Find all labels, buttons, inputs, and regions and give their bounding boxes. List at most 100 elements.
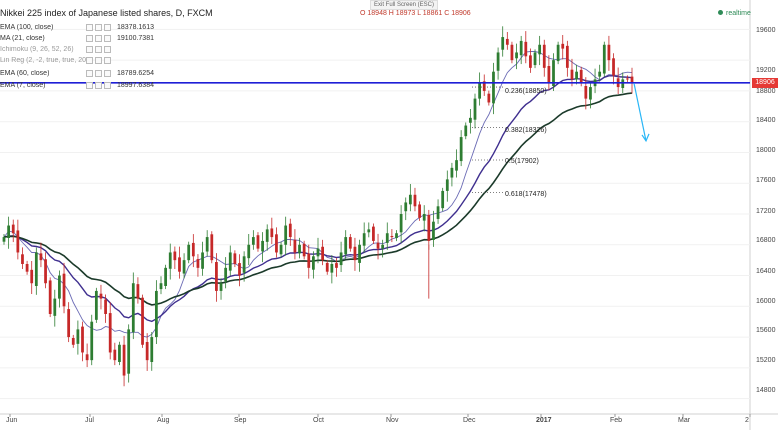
- legend-row-ichimoku[interactable]: Ichimoku (9, 26, 52, 26): [0, 44, 113, 55]
- candle-body: [625, 78, 629, 80]
- legend-label: Lin Reg (2, -2, true, true, 200, close): [0, 57, 86, 64]
- eye-icon[interactable]: [86, 70, 93, 77]
- candle-body: [168, 252, 172, 269]
- legend-row-linreg[interactable]: Lin Reg (2, -2, true, true, 200, close): [0, 55, 113, 66]
- candle-body: [547, 66, 551, 84]
- legend-row-ema100[interactable]: EMA (100, close) 18378.1613: [0, 22, 154, 33]
- candle-body: [81, 326, 84, 353]
- candle-body: [302, 243, 306, 257]
- candle-body: [570, 69, 574, 80]
- x-tick-label: Mar: [678, 417, 691, 424]
- settings-icon[interactable]: [95, 24, 102, 31]
- candle-body: [367, 229, 371, 233]
- candle-body: [607, 44, 611, 61]
- x-tick-label: Aug: [157, 417, 170, 424]
- projection-arrow-line: [633, 83, 647, 142]
- candle-body: [141, 297, 144, 345]
- close-icon[interactable]: [104, 57, 111, 64]
- legend-label: MA (21, close): [0, 35, 45, 42]
- candle-body: [478, 83, 482, 99]
- x-tick-label: 2017: [536, 417, 552, 424]
- candle-body: [265, 229, 269, 242]
- candle-body: [118, 344, 121, 362]
- candle-body: [187, 244, 191, 261]
- close-icon[interactable]: [104, 70, 111, 77]
- candle-body: [575, 71, 578, 80]
- candle-body: [598, 71, 602, 77]
- candle-body: [113, 349, 117, 361]
- fib-label-0618: 0.618(17478): [505, 191, 547, 198]
- x-tick-label: Jun: [6, 417, 18, 424]
- settings-icon[interactable]: [95, 57, 102, 64]
- close-icon[interactable]: [104, 82, 111, 89]
- candle-body: [131, 283, 135, 333]
- candle-body: [242, 256, 246, 273]
- y-tick-label: 16400: [756, 268, 776, 275]
- candle-body: [293, 239, 297, 253]
- y-tick-label: 14800: [756, 387, 776, 394]
- candle-body: [487, 93, 491, 103]
- candle-body: [251, 237, 255, 245]
- candle-body: [39, 253, 43, 261]
- candle-body: [482, 81, 486, 91]
- eye-icon[interactable]: [86, 35, 93, 42]
- chart-title: Nikkei 225 index of Japanese listed shar…: [0, 8, 213, 18]
- candle-body: [630, 76, 634, 83]
- candle-body: [515, 52, 518, 59]
- eye-icon[interactable]: [86, 82, 93, 89]
- candle-body: [256, 235, 260, 249]
- candle-body: [335, 263, 338, 268]
- y-tick-label: 15600: [756, 327, 776, 334]
- candle-body: [362, 233, 366, 246]
- candle-body: [7, 225, 11, 238]
- legend-row-ema60[interactable]: EMA (60, close) 18789.6254: [0, 68, 154, 79]
- candle-body: [284, 225, 288, 245]
- candle-body: [108, 313, 112, 353]
- legend-label: EMA (7, close): [0, 82, 46, 89]
- candle-body: [11, 224, 15, 234]
- legend-row-ema7[interactable]: EMA (7, close) 18997.6384: [0, 80, 154, 91]
- x-tick-label: Nov: [386, 417, 399, 424]
- x-tick-label: Sep: [234, 417, 247, 424]
- candle-body: [376, 242, 380, 249]
- candle-body: [298, 244, 301, 254]
- candle-body: [261, 240, 264, 252]
- legend-label: EMA (100, close): [0, 24, 54, 31]
- candle-body: [182, 260, 186, 274]
- candle-body: [408, 194, 412, 205]
- x-tick-label: Dec: [463, 417, 476, 424]
- settings-icon[interactable]: [95, 70, 102, 77]
- realtime-label: realtime: [726, 10, 751, 17]
- settings-icon[interactable]: [95, 46, 102, 53]
- close-icon[interactable]: [104, 46, 111, 53]
- candle-body: [390, 236, 394, 238]
- candle-body: [219, 283, 223, 291]
- candle-body: [529, 55, 532, 68]
- candle-body: [556, 44, 560, 62]
- candle-body: [602, 44, 606, 74]
- y-tick-label: 17200: [756, 208, 776, 215]
- ema60-line: [3, 75, 633, 323]
- candle-body: [468, 117, 472, 123]
- candle-body: [552, 60, 555, 86]
- close-icon[interactable]: [104, 35, 111, 42]
- candle-body: [533, 52, 537, 66]
- legend-label: Ichimoku (9, 26, 52, 26): [0, 46, 74, 53]
- candle-body: [178, 257, 181, 272]
- settings-icon[interactable]: [95, 82, 102, 89]
- legend-row-ma21[interactable]: MA (21, close) 19100.7381: [0, 33, 154, 44]
- y-tick-label: 19600: [756, 27, 776, 34]
- eye-icon[interactable]: [86, 24, 93, 31]
- exit-full-screen-button[interactable]: Exit Full Screen (ESC): [370, 0, 439, 10]
- fib-label-0236: 0.236(18850): [505, 88, 547, 95]
- settings-icon[interactable]: [95, 35, 102, 42]
- candle-body: [348, 237, 352, 249]
- eye-icon[interactable]: [86, 46, 93, 53]
- fib-label-05: 0.5(17902): [505, 158, 539, 165]
- close-icon[interactable]: [104, 24, 111, 31]
- eye-icon[interactable]: [86, 57, 93, 64]
- candle-body: [399, 214, 403, 233]
- candle-body: [358, 244, 361, 263]
